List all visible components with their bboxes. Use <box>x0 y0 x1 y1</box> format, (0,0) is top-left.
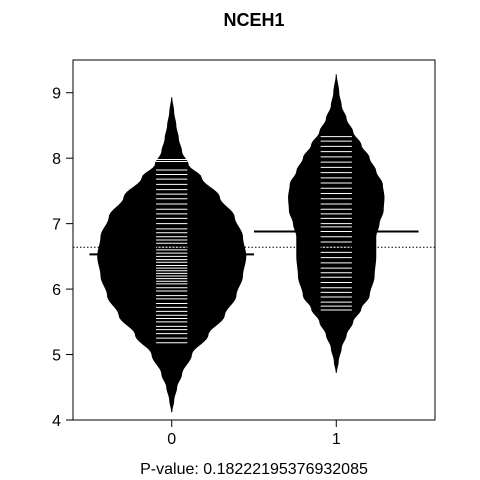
x-axis-label: P-value: 0.18222195376932085 <box>140 461 368 478</box>
y-tick-label: 6 <box>52 282 61 299</box>
plot-frame <box>72 59 436 421</box>
y-tick-label: 9 <box>52 86 61 103</box>
chart-title: NCEH1 <box>223 10 284 30</box>
bean-1 <box>254 74 419 373</box>
y-tick-label: 8 <box>52 151 61 168</box>
x-tick-label: 1 <box>332 431 341 448</box>
plot-area <box>73 74 435 413</box>
y-tick-label: 7 <box>52 217 61 234</box>
x-tick-label: 0 <box>167 431 176 448</box>
y-tick-label: 4 <box>52 413 61 430</box>
y-axis: 4 5 6 7 8 9 <box>52 86 73 430</box>
y-tick-label: 5 <box>52 348 61 365</box>
bean-0 <box>89 97 254 413</box>
